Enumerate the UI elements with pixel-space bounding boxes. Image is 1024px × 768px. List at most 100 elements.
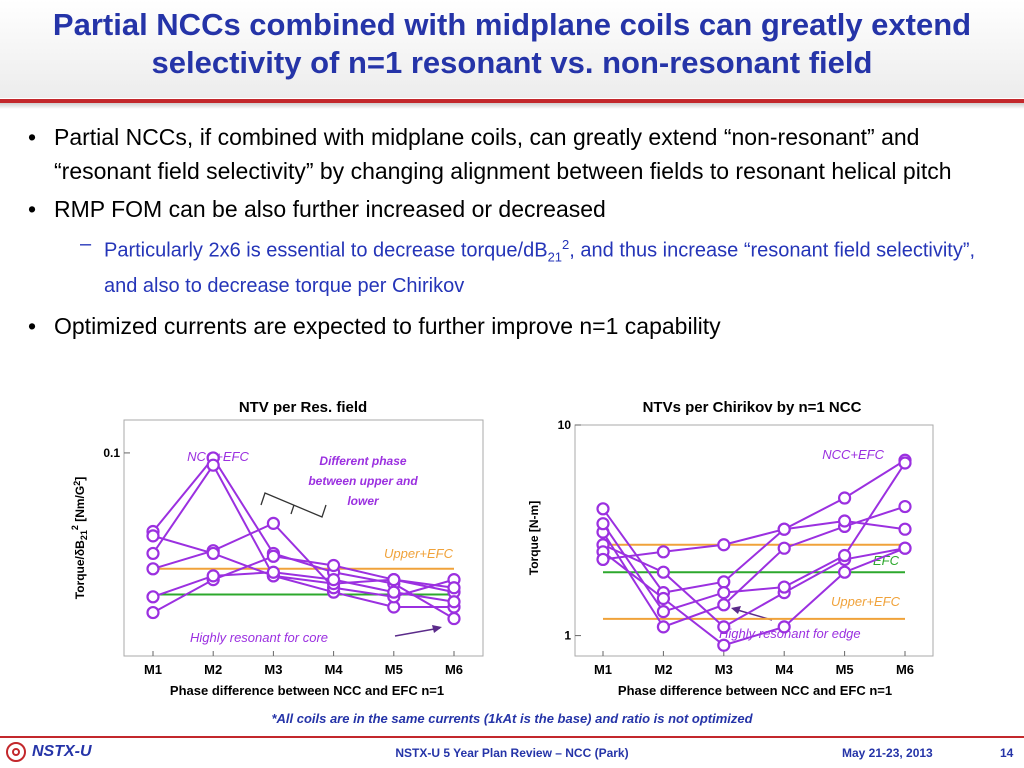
sub-bullet-text-pre: Particularly 2x6 is essential to decreas… xyxy=(104,239,548,262)
chart2-data-point xyxy=(717,638,731,652)
chart2-data-point xyxy=(777,541,791,555)
chart1-data-point xyxy=(266,516,280,530)
chart1-data-point xyxy=(146,605,160,620)
chart1-series-line xyxy=(152,571,455,603)
chart2-ytick-label: 1 xyxy=(564,629,571,643)
chart2-series-line xyxy=(602,459,906,594)
sub-bullet-text-post: , and thus increase “resonant field sele… xyxy=(104,239,976,297)
footer: NSTX-U NSTX-U 5 Year Plan Review – NCC (… xyxy=(0,740,1024,768)
chart1-data-point xyxy=(447,611,461,626)
chart2-arrow-head xyxy=(731,606,741,614)
bullet-2: RMP FOM can be also further increased or… xyxy=(22,192,1002,226)
sub-bullet-subscript: 21 xyxy=(547,249,563,265)
chart1-data-point xyxy=(146,562,160,576)
page-number: 14 xyxy=(1000,746,1014,760)
chart1-data-point xyxy=(146,590,160,604)
chart1-arrow-head xyxy=(432,625,442,633)
chart2-data-point xyxy=(717,598,731,612)
chart2-annotation-ncc-efc: NCC+EFC xyxy=(822,447,884,462)
footer-date: May 21-23, 2013 xyxy=(842,746,933,760)
chart2-xtick-label: M4 xyxy=(775,662,794,677)
chart1-data-point xyxy=(266,549,280,563)
chart1-data-point xyxy=(447,595,461,609)
chart2-data-point xyxy=(898,456,912,470)
chart1-annotation-phase-2: between upper and xyxy=(308,474,418,488)
chart1-data-point xyxy=(206,569,220,583)
chart1-data-point xyxy=(327,573,341,587)
chart2-data-point xyxy=(717,575,731,589)
chart1-annotation-highly-resonant-core: Highly resonant for core xyxy=(190,630,328,645)
chart2-data-point xyxy=(656,620,670,634)
logo-text: NSTX-U xyxy=(32,743,92,760)
chart1-x-label: Phase difference between NCC and EFC n=1 xyxy=(170,683,444,698)
chart1-series-line xyxy=(152,534,455,589)
chart1-data-point xyxy=(387,573,401,587)
chart1-data-point xyxy=(206,546,220,561)
chart2-data-point xyxy=(596,517,610,531)
chart1-series-line xyxy=(152,456,455,620)
chart2-xtick-label: M6 xyxy=(896,662,914,677)
chart1-xtick-label: M3 xyxy=(264,662,282,677)
chart2-annotation-efc: EFC xyxy=(873,553,900,568)
chart2-data-point xyxy=(656,545,670,559)
chart2-data-point xyxy=(777,620,791,634)
chart1-ytick-label: 0.1 xyxy=(103,446,120,460)
chart2-x-label: Phase difference between NCC and EFC n=1 xyxy=(618,683,892,698)
footnote: *All coils are in the same currents (1kA… xyxy=(271,711,753,726)
chart1-annotation-phase-3: lower xyxy=(347,494,380,508)
slide-title: Partial NCCs combined with midplane coil… xyxy=(52,7,972,80)
chart1-annotation-phase-1: Different phase xyxy=(319,454,406,468)
chart2-data-point xyxy=(656,565,670,579)
chart2-data-point xyxy=(838,565,852,579)
chart2-annotation-upper-efc: Upper+EFC xyxy=(831,594,901,609)
chart1-annotation-upper-efc: Upper+EFC xyxy=(384,546,454,561)
chart2-data-point xyxy=(717,538,731,552)
bullet-list: Partial NCCs, if combined with midplane … xyxy=(22,120,1002,347)
title-shadow xyxy=(0,103,1024,109)
bullet-1: Partial NCCs, if combined with midplane … xyxy=(22,120,1002,188)
footer-divider xyxy=(0,736,1024,738)
chart2-data-point xyxy=(898,522,912,536)
chart1-xtick-label: M4 xyxy=(325,662,344,677)
chart2-data-point xyxy=(838,514,852,528)
chart2-xtick-label: M5 xyxy=(836,662,854,677)
chart1-data-point xyxy=(206,458,220,472)
chart2-xtick-label: M2 xyxy=(654,662,672,677)
sub-bullet-superscript: 2 xyxy=(562,237,570,252)
chart2-xtick-label: M1 xyxy=(594,662,612,677)
sub-bullet-2a: Particularly 2x6 is essential to decreas… xyxy=(22,230,1002,301)
chart2-series-line xyxy=(602,520,906,561)
title-divider xyxy=(0,99,1024,103)
title-bar xyxy=(0,0,1024,98)
chart1-xtick-label: M2 xyxy=(204,662,222,677)
chart1-title: NTV per Res. field xyxy=(239,399,367,416)
chart1-plot-frame xyxy=(123,419,484,657)
chart1-data-point xyxy=(146,529,160,543)
chart2-data-point xyxy=(777,522,791,536)
chart1-y-label: Torque/δB212 [Nm/G2] xyxy=(70,477,89,599)
chart2-plot-frame xyxy=(574,424,934,657)
chart1-arrow-line xyxy=(394,627,441,637)
chart1-bracket-tick xyxy=(290,504,295,515)
chart2-series-line xyxy=(602,547,906,647)
chart2-data-point xyxy=(898,541,912,555)
chart1-series-line xyxy=(152,463,454,608)
nstx-u-logo: NSTX-U xyxy=(6,742,92,762)
chart2-data-point xyxy=(898,499,912,514)
chart1-xtick-label: M1 xyxy=(144,662,162,677)
chart2-data-point xyxy=(838,548,852,563)
chart1-data-point xyxy=(146,546,160,561)
chart2-data-point xyxy=(656,591,670,606)
footer-title: NSTX-U 5 Year Plan Review – NCC (Park) xyxy=(395,746,629,760)
chart2-data-point xyxy=(656,604,670,619)
chart-ntv-per-res-field: NTV per Res. field Torque/δB212 [Nm/G2] … xyxy=(70,399,484,698)
chart1-data-point xyxy=(266,565,280,579)
chart2-data-point xyxy=(596,502,610,516)
chart2-data-point xyxy=(596,552,610,567)
chart1-data-point xyxy=(327,558,341,573)
chart2-data-point xyxy=(838,491,852,505)
chart1-data-point xyxy=(387,585,401,599)
chart2-y-label: Torque [N-m] xyxy=(527,501,541,575)
chart-ntvs-per-chirikov: NTVs per Chirikov by n=1 NCC Torque [N-m… xyxy=(527,399,934,698)
chart2-data-point xyxy=(717,620,731,634)
